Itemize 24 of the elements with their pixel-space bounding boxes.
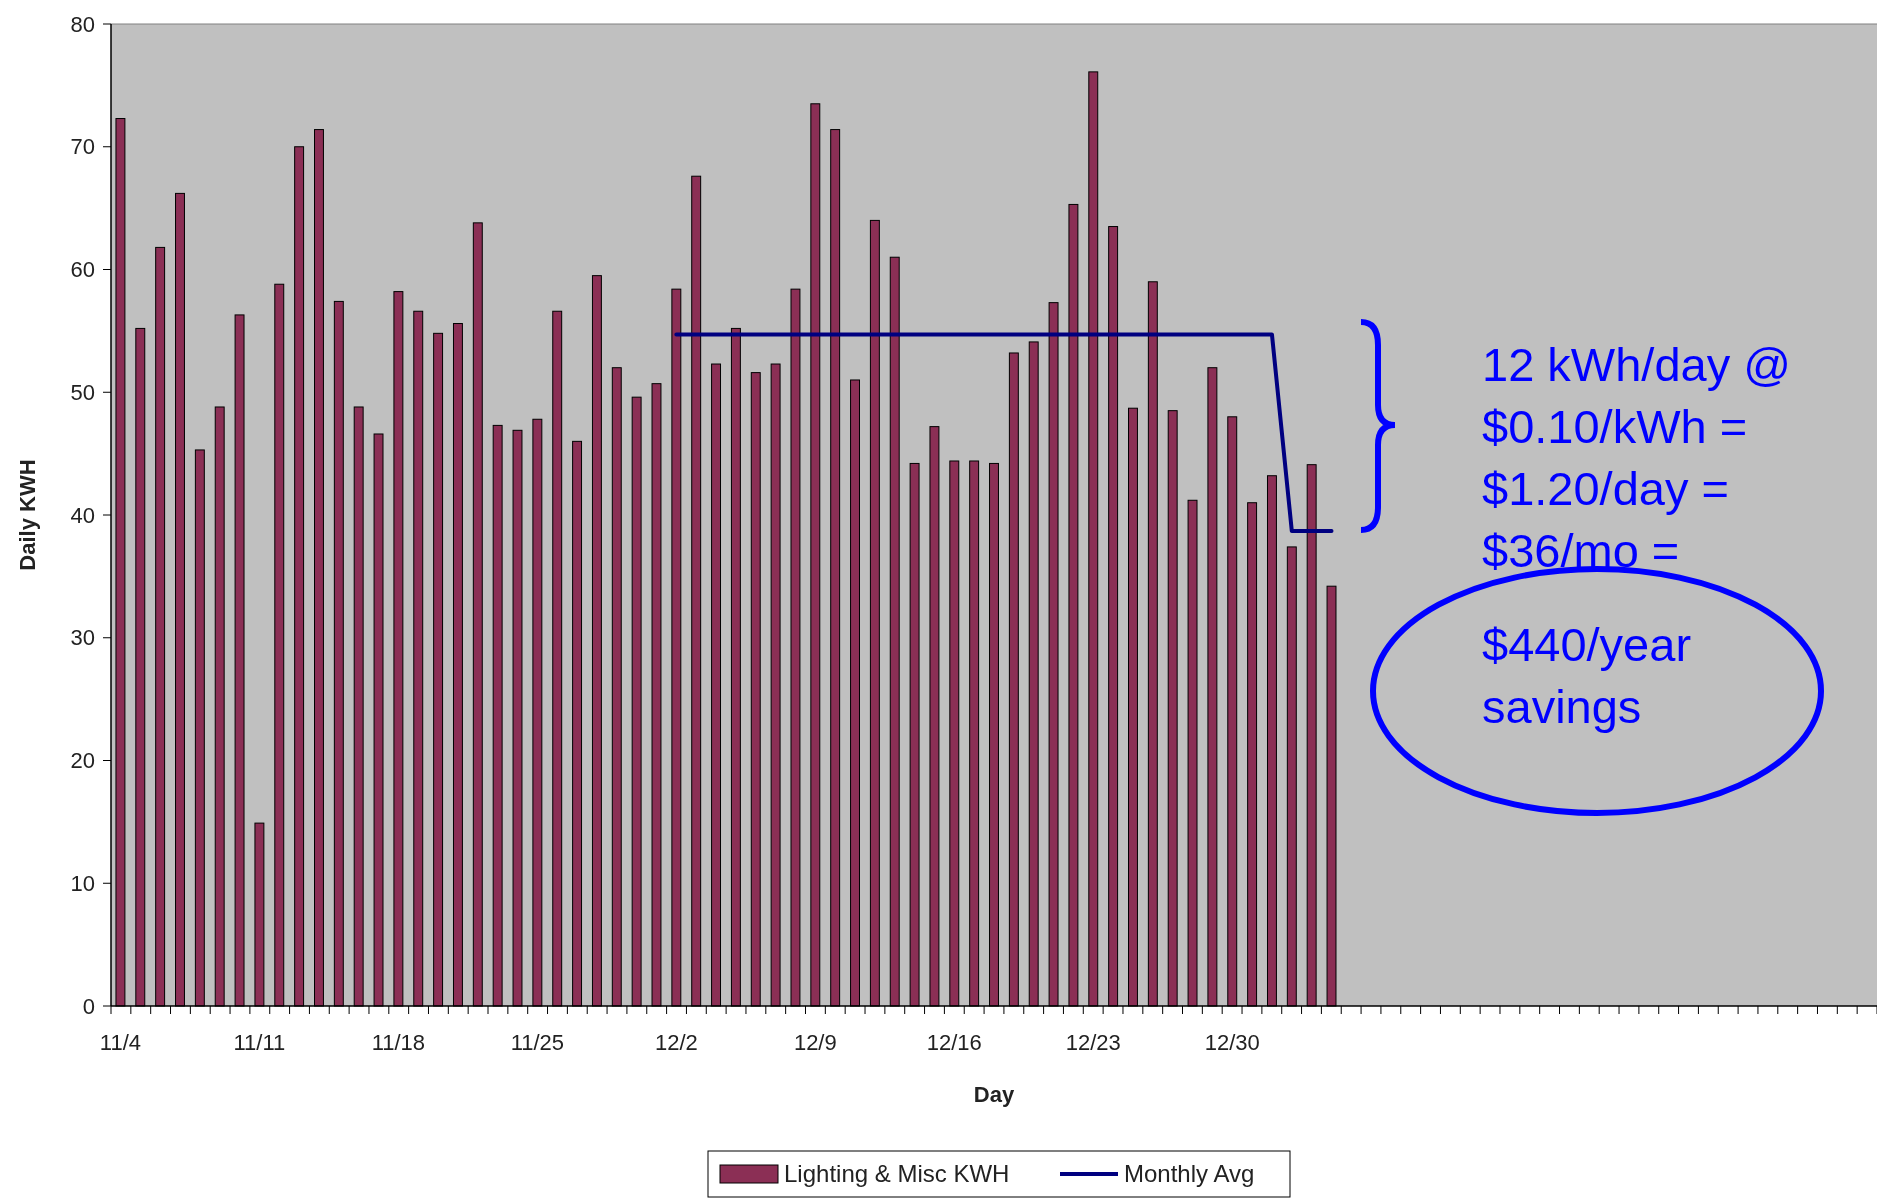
annotation: 12 kWh/day @ $0.10/kWh = $1.20/day = $36/mo = <box>1482 338 1791 577</box>
y-tick-label: 10 <box>70 870 95 896</box>
y-tick-label: 30 <box>70 625 95 651</box>
x-tick-label: 12/2 <box>654 1030 698 1055</box>
y-tick-label: 50 <box>70 379 95 405</box>
y-tick-label: 60 <box>70 257 95 283</box>
x-tick-label: 11/4 <box>99 1030 142 1055</box>
y-tick-label: 40 <box>70 502 95 528</box>
y-tick-label: 70 <box>70 134 95 160</box>
x-tick-label: 11/11 <box>233 1030 286 1055</box>
x-tick-label: 12/30 <box>1204 1030 1260 1055</box>
legend-label: Lighting & Misc KWH <box>784 1160 1010 1188</box>
x-tick-label: 11/25 <box>510 1030 565 1055</box>
annotation: $440/year savings <box>1482 618 1692 733</box>
y-axis-title: Daily KWH <box>15 459 40 571</box>
x-tick-label: 12/9 <box>793 1030 837 1055</box>
x-tick-label: 12/16 <box>926 1030 982 1055</box>
y-tick-label: 0 <box>82 993 95 1019</box>
y-tick-label: 20 <box>70 748 95 774</box>
x-tick-label: 12/23 <box>1065 1030 1121 1055</box>
y-tick-label: 80 <box>70 11 95 37</box>
x-axis-title: Day <box>973 1082 1015 1107</box>
x-tick-label: 11/18 <box>371 1030 426 1055</box>
legend-label: Monthly Avg <box>1124 1160 1255 1188</box>
